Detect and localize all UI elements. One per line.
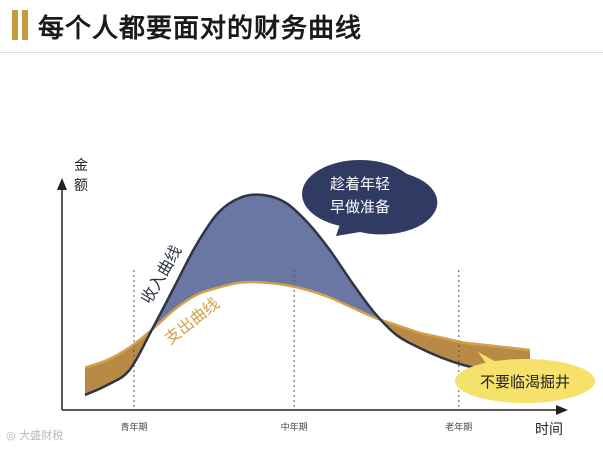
x-axis-arrow [556, 405, 568, 415]
title-accent-bar [12, 10, 18, 40]
y-axis-arrow [57, 178, 67, 190]
x-tick-label: 中年期 [281, 421, 308, 433]
expense-curve [84, 280, 531, 369]
y-axis-label-char-1: 金 [74, 158, 88, 174]
x-tick-labels: 青年期 中年期 老年期 [120, 421, 472, 433]
page-title: 每个人都要面对的财务曲线 [38, 14, 363, 44]
advice-bubble-young: 趁着年轻 早做准备 [302, 160, 438, 236]
advice-bubble-young-body [302, 160, 418, 228]
x-tick-label: 青年期 [120, 421, 147, 433]
x-axis-label: 时间 [535, 422, 563, 438]
advice-bubble-old-body [455, 359, 595, 403]
watermark: ◎ 大盛财税 [6, 427, 63, 443]
watermark-text: 大盛财税 [19, 429, 64, 442]
income-curve [84, 193, 531, 397]
advice-bubble-old: 不要临渴掘井 [455, 352, 595, 403]
advice-text-old: 不要临渴掘井 [480, 373, 570, 391]
title-accent-bar [22, 10, 28, 40]
weibo-icon: ◎ [6, 429, 20, 442]
advice-text-line-2: 早做准备 [330, 198, 390, 216]
title-divider [0, 52, 603, 53]
advice-text-line-1: 趁着年轻 [330, 175, 390, 193]
x-tick-label: 老年期 [445, 421, 472, 433]
y-axis-label-char-2: 额 [74, 178, 88, 194]
title-bar: 每个人都要面对的财务曲线 [0, 0, 603, 56]
